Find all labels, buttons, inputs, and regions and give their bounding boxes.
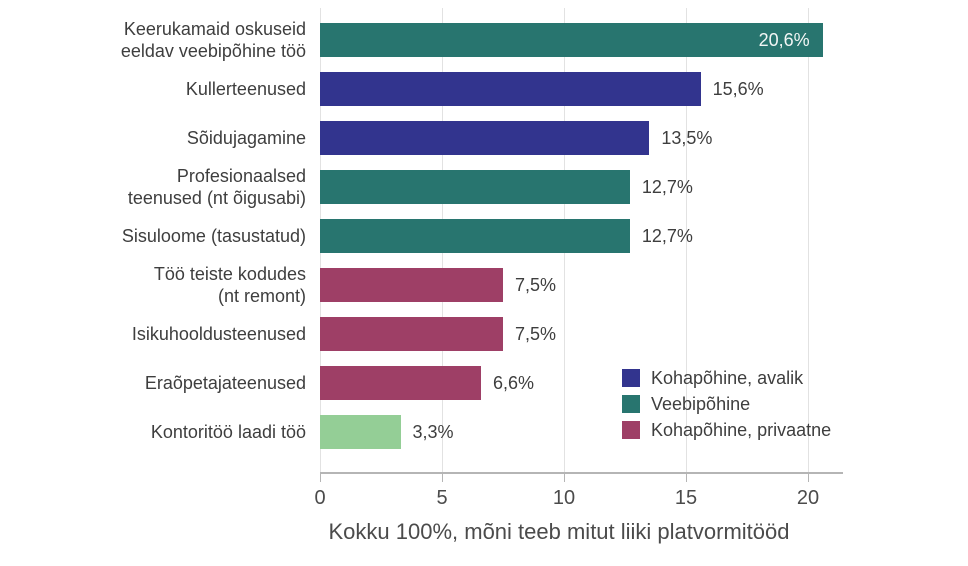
bar [320, 121, 650, 155]
legend-item: Kohapõhine, avalik [622, 369, 831, 387]
bar [320, 268, 503, 302]
category-label: Eraõpetajateenused [144, 373, 306, 393]
tick-mark-10 [564, 473, 565, 482]
category-label: Sisuloome (tasustatud) [121, 226, 306, 246]
value-label: 15,6% [712, 79, 764, 99]
tick-label-20: 20 [796, 487, 820, 509]
category-label: Töö teiste kodudes (nt remont) [153, 264, 306, 306]
bar [320, 170, 630, 204]
bar [320, 72, 701, 106]
chart-caption: Kokku 100%, mõni teeb mitut liiki platvo… [328, 519, 790, 544]
bar [320, 415, 401, 449]
tick-label-15: 15 [674, 487, 698, 509]
value-label: 7,5% [515, 275, 557, 295]
legend-swatch-icon [622, 395, 640, 413]
tick-mark-20 [808, 473, 809, 482]
tick-label-0: 0 [314, 487, 326, 509]
legend-label: Kohapõhine, avalik [651, 368, 804, 388]
value-label: 13,5% [661, 128, 713, 148]
x-axis-line [320, 472, 843, 474]
value-label: 12,7% [641, 226, 693, 246]
tick-mark-0 [320, 473, 321, 482]
bar [320, 219, 630, 253]
bar [320, 366, 482, 400]
bar [320, 317, 503, 351]
gridline-20 [808, 8, 809, 473]
category-label: Sõidujagamine [186, 128, 306, 148]
legend-label: Veebipõhine [651, 394, 751, 414]
value-label: 3,3% [412, 422, 454, 442]
legend: Kohapõhine, avalik Veebipõhine Kohapõhin… [622, 369, 831, 447]
gridline-15 [686, 8, 687, 473]
category-label: Kontoritöö laadi töö [150, 422, 306, 442]
legend-swatch-icon [622, 369, 640, 387]
tick-label-10: 10 [552, 487, 576, 509]
value-label: 6,6% [493, 373, 535, 393]
category-label: Keerukamaid oskuseid eeldav veebipõhine … [120, 19, 306, 61]
tick-label-5: 5 [436, 487, 448, 509]
legend-item: Veebipõhine [622, 395, 831, 413]
category-label: Isikuhooldusteenused [131, 324, 306, 344]
value-label: 7,5% [515, 324, 557, 344]
tick-mark-5 [442, 473, 443, 482]
tick-mark-15 [686, 473, 687, 482]
legend-label: Kohapõhine, privaatne [651, 420, 832, 440]
value-label: 20,6% [758, 30, 810, 50]
bar [320, 23, 823, 57]
category-label: Kullerteenused [185, 79, 306, 99]
category-label: Profesionaalsed teenused (nt õigusabi) [127, 166, 306, 208]
value-label: 12,7% [641, 177, 693, 197]
legend-item: Kohapõhine, privaatne [622, 421, 831, 439]
legend-swatch-icon [622, 421, 640, 439]
